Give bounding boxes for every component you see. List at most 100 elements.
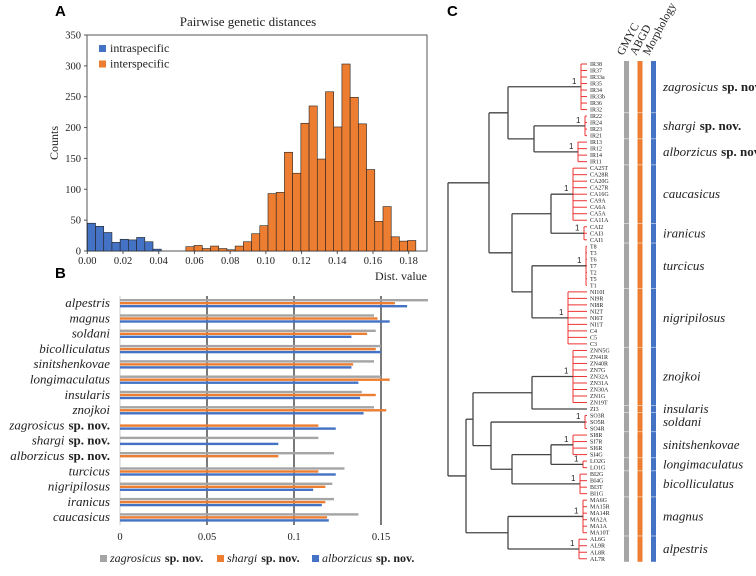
clade-label: zagrosicus sp. nov. — [662, 79, 756, 94]
zagrosicus-bar — [120, 497, 335, 501]
distance-bar-chart: 0 0.05 0.1 0.15 alpestrismagnussoldanibicoll… — [8, 295, 428, 565]
intraspecific-bar — [95, 226, 105, 252]
tip-label: C3 — [590, 342, 597, 348]
delimitation-bar-gmyc — [624, 432, 629, 458]
interspecific-bar — [325, 91, 335, 252]
category-label: insularis — [64, 387, 110, 402]
support-value: 1 — [564, 184, 569, 193]
delimitation-bar-gmyc — [624, 288, 629, 347]
category-label: caucasicus — [53, 509, 110, 524]
interspecific-bar — [210, 245, 220, 252]
y-tick-label: 200 — [65, 123, 81, 134]
tip-label: IR37 — [590, 69, 602, 75]
alborzicus-bar — [120, 335, 352, 338]
delimitation-bar-gmyc — [624, 243, 629, 289]
shargi-bar — [120, 424, 319, 427]
panel-b-letter: B — [55, 265, 66, 282]
category-name: alpestris — [65, 295, 110, 310]
tip-label: CA5A — [590, 212, 606, 218]
legend-label-alborzicus: alborzicus sp. nov. — [322, 551, 414, 565]
interspecific-bar — [333, 126, 343, 252]
tip-label: MA2A — [590, 518, 608, 524]
tip-label: NI8R — [590, 303, 603, 309]
y-tick-label: 350 — [65, 31, 81, 42]
tip-label: SI4G — [590, 453, 603, 459]
legend-suffix: sp. nov. — [165, 551, 203, 565]
tip-label: IR23 — [590, 127, 602, 133]
x-tick-label: 0.14 — [328, 256, 347, 267]
panel-a-letter: A — [55, 3, 66, 20]
tip-label: IR24 — [590, 121, 602, 127]
tip-label: CA28R — [590, 173, 608, 179]
tip-label: IR11 — [590, 160, 602, 166]
clade-label: soldani — [663, 414, 702, 429]
intraspecific-bar — [87, 222, 96, 252]
alborzicus-bar — [120, 427, 336, 430]
category-name: znojkoi — [71, 402, 110, 417]
tip-label: CAI2 — [590, 225, 603, 231]
clade-name: sinitshenkovae — [663, 437, 740, 452]
tip-label: SO5R — [590, 420, 605, 426]
category-name: bicolliculatus — [39, 341, 110, 356]
category-name: sinitshenkovae — [33, 356, 110, 371]
tip-label: C5 — [590, 335, 597, 341]
clade-label: turcicus — [663, 258, 704, 273]
zagrosicus-bar — [120, 360, 375, 363]
shargi-bar — [120, 393, 376, 397]
category-label: alpestris — [65, 295, 110, 310]
legend-suffix: sp. nov. — [261, 551, 299, 565]
tip-label: CA20G — [590, 179, 609, 185]
tip-label: IR35 — [590, 82, 602, 88]
legend-swatch-intraspecific — [99, 45, 106, 52]
clade-label: znojkoi — [662, 368, 701, 383]
x-tick-label: 0.05 — [198, 532, 216, 543]
tip-label: CA11A — [590, 218, 609, 224]
alborzicus-bar — [120, 442, 279, 446]
intraspecific-bar — [152, 248, 162, 252]
interspecific-bar — [366, 169, 376, 252]
shargi-bar — [120, 409, 387, 412]
category-label: magnus — [70, 310, 110, 325]
alborzicus-bar — [120, 503, 322, 507]
tip-label: IR32 — [590, 108, 602, 114]
alborzicus-bar — [120, 412, 364, 415]
tip-label: ZN1G — [590, 394, 606, 400]
tip-label: ZN32A — [590, 374, 609, 380]
clade-label: longimaculatus — [663, 456, 743, 471]
support-value: 1 — [576, 116, 581, 125]
delimitation-bar-morphology — [651, 223, 656, 243]
tip-label: NI2T — [590, 309, 603, 315]
legend-name: shargi — [227, 551, 257, 565]
delimitation-bar-morphology — [651, 432, 656, 458]
alborzicus-bar — [120, 350, 381, 354]
shargi-bar — [120, 516, 328, 519]
delimitation-bar-abgd — [637, 288, 643, 347]
delimitation-bar-gmyc — [624, 471, 629, 497]
interspecific-bar — [201, 248, 211, 252]
shargi-bar — [120, 317, 378, 320]
tip-label: SO4R — [590, 427, 605, 433]
tip-label: AL8R — [590, 550, 605, 556]
delimitation-bar-morphology — [651, 165, 656, 224]
interspecific-bar — [243, 241, 252, 252]
legend-swatch-zagrosicus — [100, 555, 107, 562]
x-tick-label: 0.06 — [185, 256, 203, 267]
legend-label-shargi: shargi sp. nov. — [227, 551, 300, 565]
delimitation-bar-abgd — [637, 458, 643, 471]
interspecific-bar — [292, 172, 302, 252]
tip-label: CA6A — [590, 205, 606, 211]
y-tick-label: 300 — [65, 61, 81, 72]
clade-name: longimaculatus — [663, 456, 743, 471]
y-tick-label: 0 — [76, 247, 81, 258]
delimitation-bar-abgd — [637, 113, 643, 139]
alborzicus-bar — [120, 366, 352, 369]
panel-c-letter: C — [447, 3, 458, 20]
tip-label: ZN19T — [590, 401, 608, 407]
tip-label: SI7R — [590, 440, 602, 446]
support-value: 1 — [574, 506, 579, 515]
legend-swatch-shargi — [217, 555, 224, 562]
support-value: 1 — [569, 142, 574, 151]
shargi-bar — [120, 332, 368, 335]
delimitation-bar-gmyc — [624, 497, 629, 536]
legend-name: alborzicus — [322, 551, 372, 565]
